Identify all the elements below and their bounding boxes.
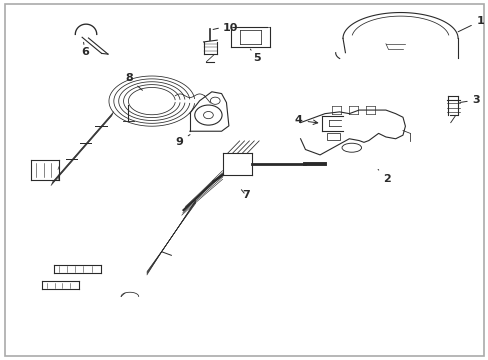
Bar bbox=[327, 134, 339, 140]
Text: 9: 9 bbox=[175, 135, 190, 147]
Text: 7: 7 bbox=[241, 190, 249, 200]
Text: 5: 5 bbox=[250, 49, 260, 63]
Text: 6: 6 bbox=[81, 42, 89, 57]
Text: 3: 3 bbox=[459, 95, 479, 105]
Text: 1: 1 bbox=[457, 16, 483, 32]
Text: 10: 10 bbox=[222, 23, 238, 33]
Text: 4: 4 bbox=[294, 115, 317, 125]
Text: 2: 2 bbox=[377, 170, 390, 184]
Text: 8: 8 bbox=[125, 73, 142, 90]
